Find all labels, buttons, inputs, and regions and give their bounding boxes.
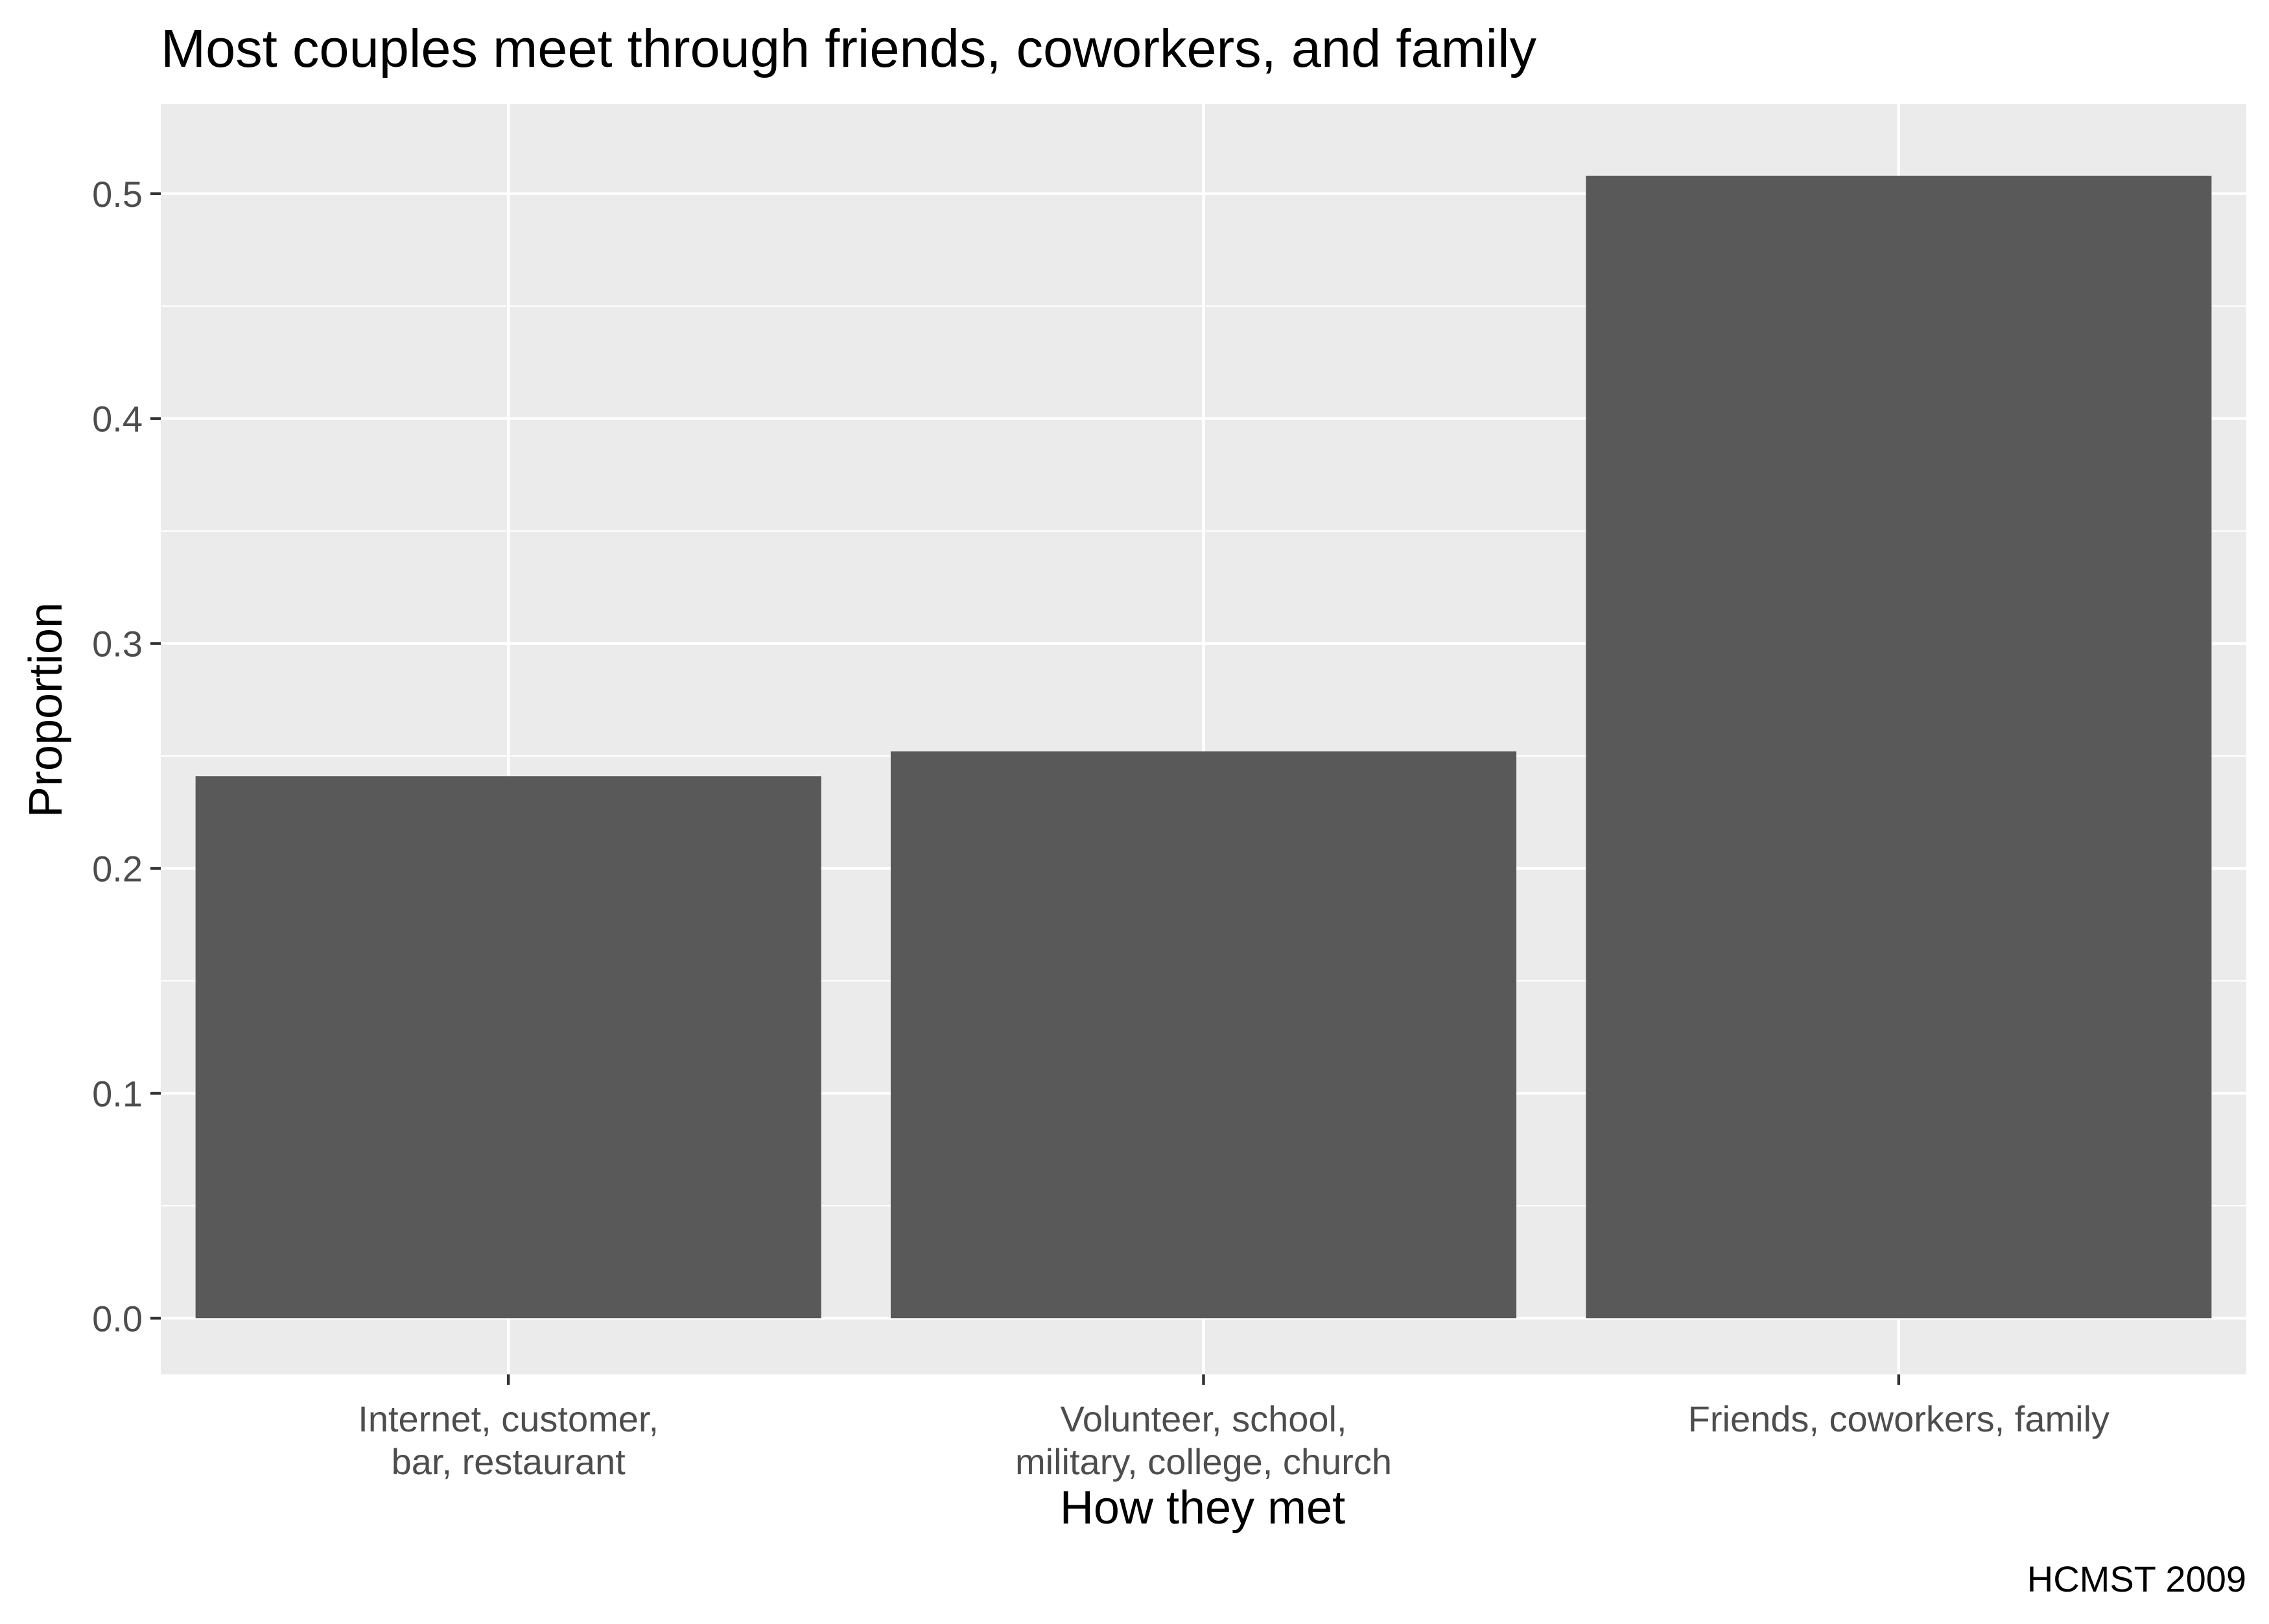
x-tick-label: Volunteer, school, military, college, chu…	[1015, 1398, 1392, 1482]
x-tick-label-line: Volunteer, school,	[1060, 1398, 1346, 1439]
y-tick-label: 0.3	[92, 624, 143, 665]
x-axis: Internet, customer, bar, restaurant Volunt…	[358, 1374, 2110, 1482]
bar	[195, 776, 821, 1319]
y-tick-label: 0.5	[92, 174, 143, 215]
bar	[890, 751, 1517, 1319]
bar	[1586, 176, 2212, 1319]
y-tick-label: 0.2	[92, 848, 143, 889]
x-tick-label-line: bar, restaurant	[392, 1441, 626, 1482]
y-tick-label: 0.1	[92, 1073, 143, 1114]
y-tick-label: 0.0	[92, 1298, 143, 1339]
x-tick-label-line: Friends, coworkers, family	[1688, 1398, 2110, 1439]
chart-title: Most couples meet through friends, cowor…	[161, 18, 1537, 78]
x-axis-title: How they met	[1060, 1482, 1345, 1534]
y-axis-title: Proportion	[20, 602, 72, 818]
y-axis: 0.0 0.1 0.2 0.3 0.4 0.5	[92, 174, 161, 1339]
y-tick-label: 0.4	[92, 399, 143, 440]
bars	[195, 176, 2212, 1319]
x-tick-label-line: military, college, church	[1015, 1441, 1392, 1482]
x-tick-label-line: Internet, customer,	[358, 1398, 659, 1439]
caption: HCMST 2009	[2027, 1559, 2246, 1599]
x-tick-label: Internet, customer, bar, restaurant	[358, 1398, 659, 1482]
x-tick-label: Friends, coworkers, family	[1688, 1398, 2110, 1439]
